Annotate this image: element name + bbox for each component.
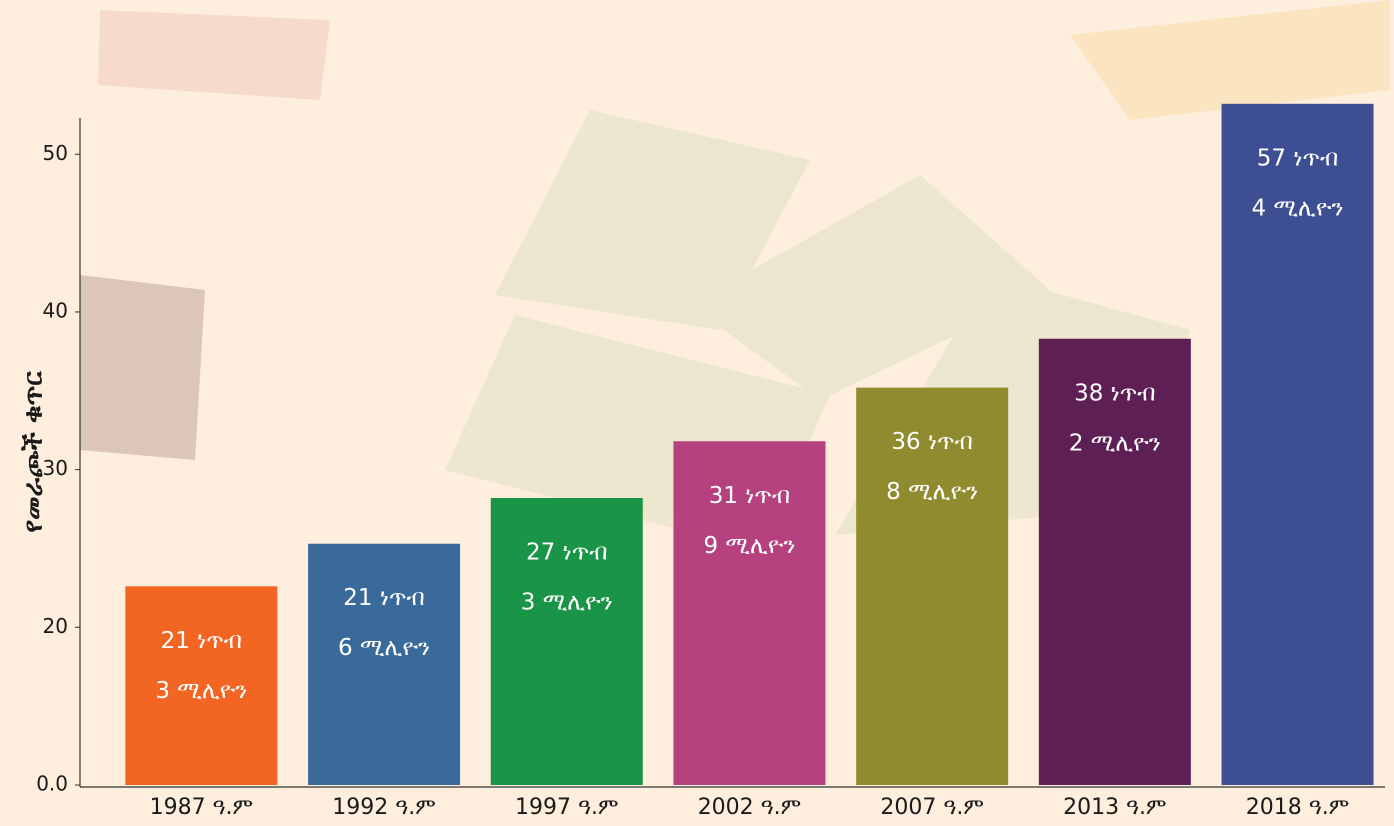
- x-tick-label: 2007 ዓ.ም: [880, 795, 984, 820]
- x-tick-label: 2018 ዓ.ም: [1246, 795, 1350, 820]
- page: የመራጮች ቁጥር 0.0 20 30 40 50 1987 ዓ.ም 21 ነጥብ 3 ሚሊዮ…: [0, 0, 1394, 826]
- bar-label: 38 ነጥብ: [1074, 380, 1155, 406]
- x-tick-label: 1992 ዓ.ም: [332, 795, 436, 820]
- x-tick-label: 2002 ዓ.ም: [698, 795, 802, 820]
- y-tick-label: 20: [43, 614, 68, 638]
- x-tick-label: 1997 ዓ.ም: [515, 795, 619, 820]
- y-axis-label: የመራጮች ቁጥር: [19, 371, 49, 533]
- bar-label: 8 ሚሊዮን: [886, 479, 978, 505]
- x-tick-label: 2013 ዓ.ም: [1063, 795, 1167, 820]
- chart: የመራጮች ቁጥር 0.0 20 30 40 50 1987 ዓ.ም 21 ነጥብ 3 ሚሊዮ…: [0, 0, 1394, 826]
- bar-label: 3 ሚሊዮን: [155, 678, 247, 704]
- bar-label: 36 ነጥብ: [891, 429, 972, 455]
- bar-label: 4 ሚሊዮን: [1252, 195, 1344, 221]
- x-tick-label: 1987 ዓ.ም: [150, 795, 254, 820]
- bar-label: 2 ሚሊዮን: [1069, 430, 1161, 456]
- bar-label: 9 ሚሊዮን: [703, 533, 795, 559]
- bar-label: 57 ነጥብ: [1257, 145, 1338, 171]
- bar-label: 27 ነጥብ: [526, 540, 607, 566]
- bar-label: 21 ነጥብ: [161, 628, 242, 654]
- bar-label: 3 ሚሊዮን: [521, 590, 613, 616]
- y-tick-label: 40: [43, 298, 68, 322]
- y-tick-label: 50: [43, 141, 68, 165]
- bar-label: 21 ነጥብ: [343, 585, 424, 611]
- y-tick-label: 30: [43, 456, 68, 480]
- y-tick-label: 0.0: [36, 772, 68, 796]
- bar-label: 31 ነጥብ: [709, 483, 790, 509]
- bar-label: 6 ሚሊዮን: [338, 635, 430, 661]
- bar: [308, 544, 460, 785]
